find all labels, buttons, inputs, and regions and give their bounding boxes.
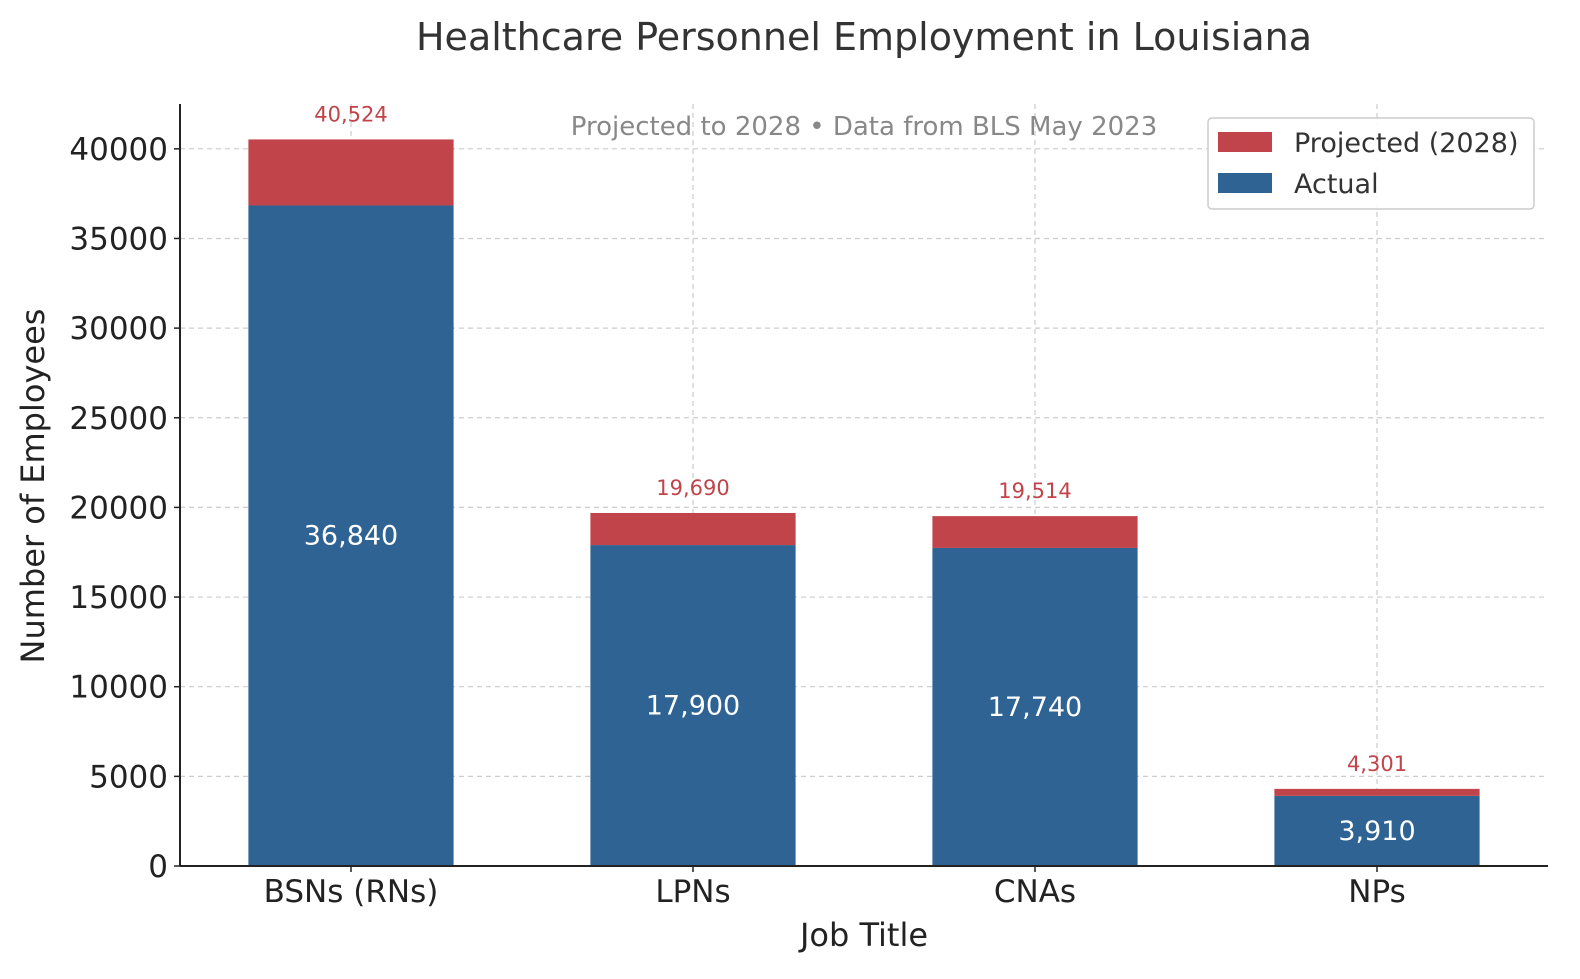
y-tick-label-20000: 20000: [69, 490, 168, 526]
legend: Projected (2028) Actual: [1207, 117, 1535, 210]
bars: [248, 139, 1480, 866]
data-label-projected-3: 4,301: [1347, 752, 1407, 776]
bar-projected-3: [1274, 788, 1480, 796]
legend-swatch-1: [1218, 173, 1272, 193]
axes: 0 5000 10000 15000 20000 25000 30000 35000 40000…: [69, 104, 1548, 910]
bar-projected-0: [248, 139, 454, 206]
data-labels: 36,840 40,524 17,900 19,690 17,740 19,514 3,91…: [304, 102, 1416, 847]
data-label-actual-0: 36,840: [304, 521, 398, 552]
legend-box: [1207, 117, 1535, 210]
bar-actual-1: [590, 545, 796, 866]
y-tick-label-40000: 40000: [69, 132, 168, 168]
bar-actual-3: [1274, 795, 1480, 866]
x-tick-label-3: NPs: [1348, 874, 1406, 910]
legend-swatch-0: [1218, 132, 1272, 152]
bar-projected-1: [590, 512, 796, 546]
x-tick-label-2: CNAs: [994, 874, 1076, 910]
legend-label-0: Projected (2028): [1294, 128, 1519, 159]
data-label-projected-1: 19,690: [656, 476, 729, 500]
x-tick-label-0: BSNs (RNs): [264, 874, 439, 910]
data-label-projected-0: 40,524: [314, 102, 387, 126]
y-tick-label-35000: 35000: [69, 221, 168, 257]
data-label-actual-3: 3,910: [1338, 816, 1415, 847]
bar-projected-2: [932, 516, 1138, 548]
y-axis-label: Number of Employees: [14, 309, 52, 664]
y-tick-label-30000: 30000: [69, 311, 168, 347]
y-tick-label-25000: 25000: [69, 401, 168, 437]
data-label-actual-2: 17,740: [988, 692, 1082, 723]
data-label-projected-2: 19,514: [998, 479, 1071, 503]
legend-label-1: Actual: [1294, 169, 1379, 200]
chart-subtitle: Projected to 2028 • Data from BLS May 20…: [571, 112, 1158, 142]
x-axis-label: Job Title: [798, 916, 928, 954]
data-label-actual-1: 17,900: [646, 691, 740, 722]
bar-actual-0: [248, 205, 454, 866]
y-tick-label-5000: 5000: [89, 759, 168, 795]
y-tick-label-15000: 15000: [69, 580, 168, 616]
y-tick-label-10000: 10000: [69, 670, 168, 706]
x-tick-label-1: LPNs: [655, 874, 730, 910]
bar-actual-2: [932, 547, 1138, 866]
y-tick-label-0: 0: [148, 849, 168, 885]
chart-title: Healthcare Personnel Employment in Louis…: [416, 15, 1312, 59]
